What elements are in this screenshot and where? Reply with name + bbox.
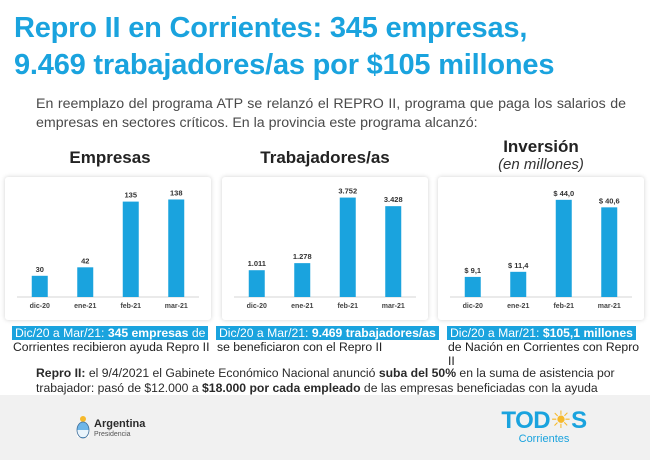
summary-highlight: Dic/20 a Mar/21: 9.469 trabajadores/as [216,326,439,340]
data-label: 138 [170,188,183,197]
chart-panel-empresas: 30 dic-20 42 ene-21 135 feb-21 138 mar-21 [5,177,211,320]
repro-note: Repro II: el 9/4/2021 el Gabinete Económ… [36,366,636,410]
x-tick-label: feb-21 [553,303,574,310]
summary-prefix: Dic/20 a Mar/21: [219,326,312,340]
x-tick-label: mar-21 [598,303,621,310]
summary-rest: de Nación en Corrientes con Repro II [448,340,640,368]
x-tick-label: ene-21 [291,303,313,310]
summary-highlight: Dic/20 a Mar/21: 345 empresas de [12,326,209,340]
bar-feb-21 [339,197,356,297]
bar-feb-21 [555,199,572,297]
data-label: $ 40,6 [599,196,620,205]
summary-rest: Corrientes recibieron ayuda Repro II [13,340,210,354]
chart-trabajadores: 1.011 dic-20 1.278 ene-21 3.752 feb-21 3.428 ma… [234,187,416,310]
chart-title-inversion: Inversión [503,137,579,156]
data-label: 42 [81,256,89,265]
summary-bold: 9.469 trabajadores/as [311,326,436,340]
bar-dic-20 [464,276,481,297]
argentina-presidencia-logo: Argentina Presidencia [76,415,166,445]
data-label: $ 44,0 [553,189,574,198]
data-label: 30 [36,265,44,274]
summary-empresas: Dic/20 a Mar/21: 345 empresas de Corrien… [12,326,217,354]
summary-prefix: Dic/20 a Mar/21: [15,326,108,340]
bar-feb-21 [122,201,139,297]
argentina-sub: Presidencia [94,431,131,438]
note-label: Repro II: [36,366,86,380]
chart-subtitle-inversion: (en millones) [498,156,584,173]
data-label: 1.011 [248,259,266,268]
chart-panel-trabajadores: 1.011 dic-20 1.278 ene-21 3.752 feb-21 3.428 ma… [222,177,428,320]
bar-mar-21 [601,207,618,297]
chart-title-empresas: Empresas [69,148,151,167]
summary-trabajadores: Dic/20 a Mar/21: 9.469 trabajadores/as s… [216,326,441,354]
data-label: $ 11,4 [508,261,529,270]
todos-text: TOD [501,407,551,434]
chart-title-trabajadores: Trabajadores/as [260,148,390,167]
summary-suffix: de [188,326,206,340]
note-bold: suba del 50% [378,366,457,380]
todos-sub: Corrientes [518,433,570,445]
summary-bold: $105,1 millones [542,326,633,340]
data-label: 135 [124,191,137,200]
todos-corrientes-logo: TOD☀S Corrientes [494,408,594,454]
x-tick-label: feb-21 [120,303,141,310]
x-tick-label: mar-21 [382,303,405,310]
data-label: 3.428 [384,195,403,204]
argentina-name: Argentina [94,418,146,430]
title-line-1: Repro II en Corrientes: 345 empresas, [14,12,528,44]
todos-wordmark: TOD☀S [494,408,594,434]
x-tick-label: dic-20 [30,303,50,310]
note-text: el 9/4/2021 el Gabinete Económico Nacion… [85,366,379,380]
coat-of-arms-icon [76,416,90,439]
x-tick-label: mar-21 [165,303,188,310]
bar-mar-21 [385,206,402,297]
bar-ene-21 [510,271,527,297]
bar-dic-20 [248,270,265,297]
page-title: Repro II en Corrientes: 345 empresas, 9.… [14,10,639,84]
bar-ene-21 [77,267,94,297]
x-tick-label: dic-20 [247,303,267,310]
title-line-2: 9.469 trabajadores/as por $105 millones [14,49,555,81]
chart-inversion: $ 9,1 dic-20 $ 11,4 ene-21 $ 44,0 feb-21 $ 40,… [450,189,632,310]
bar-dic-20 [31,275,48,297]
sun-icon: ☀ [550,407,572,434]
footer: Argentina Presidencia TOD☀S Corrientes [0,395,650,460]
bar-ene-21 [294,263,311,297]
summary-prefix: Dic/20 a Mar/21: [450,326,543,340]
chart-empresas: 30 dic-20 42 ene-21 135 feb-21 138 mar-21 [17,188,199,310]
data-label: 1.278 [293,252,312,261]
summary-bold: 345 empresas [107,326,189,340]
data-label: 3.752 [338,187,357,196]
summary-highlight: Dic/20 a Mar/21: $105,1 millones [447,326,636,340]
x-tick-label: feb-21 [337,303,358,310]
intro-paragraph: En reemplazo del programa ATP se relanzó… [36,96,626,131]
summary-inversion: Dic/20 a Mar/21: $105,1 millones de Naci… [447,326,647,368]
todos-text: S [571,407,587,434]
x-tick-label: dic-20 [463,303,483,310]
x-tick-label: ene-21 [74,303,96,310]
note-bold: $18.000 por cada empleado [202,380,361,395]
bar-mar-21 [168,199,185,297]
note-text: en la suma de asistencia por trabajador:… [36,366,615,395]
summary-rest: se beneficiaron con el Repro II [217,340,383,354]
data-label: $ 9,1 [464,266,481,275]
x-tick-label: ene-21 [507,303,529,310]
chart-panel-inversion: $ 9,1 dic-20 $ 11,4 ene-21 $ 44,0 feb-21 $ 40,… [438,177,644,320]
